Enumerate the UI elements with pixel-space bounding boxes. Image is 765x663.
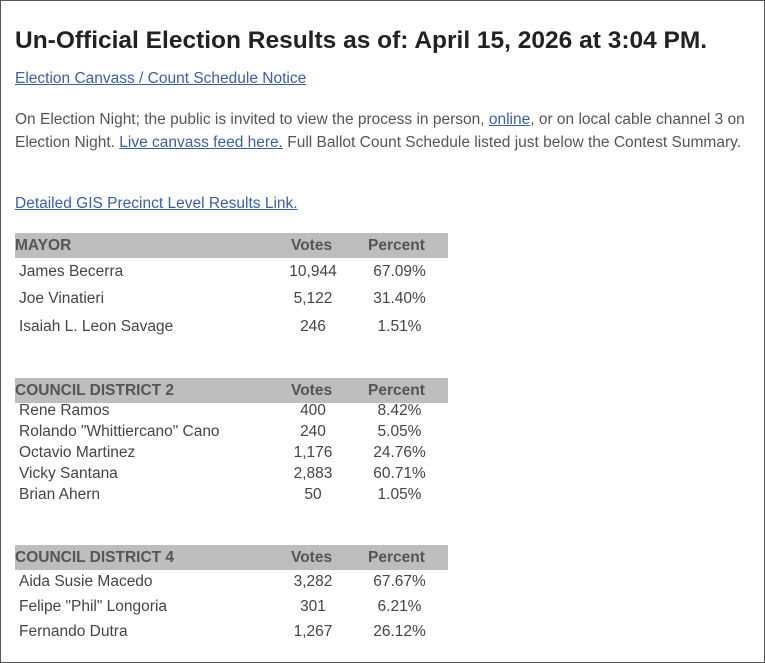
- candidate-votes: 1,267: [293, 623, 333, 640]
- candidate-name: Rene Ramos: [19, 402, 110, 419]
- candidate-percent: 67.67%: [373, 573, 426, 590]
- para-text-1: On Election Night; the public is invited…: [15, 111, 489, 128]
- candidate-row: Fernando Dutra 1,267 26.12%: [15, 623, 448, 648]
- candidate-percent: 5.05%: [377, 423, 422, 440]
- race-mayor: MAYOR Votes Percent James Becerra 10,944…: [15, 233, 448, 345]
- percent-header: Percent: [368, 382, 425, 399]
- votes-header: Votes: [291, 549, 333, 566]
- candidate-row: Felipe "Phil" Longoria 301 6.21%: [15, 598, 448, 623]
- candidate-votes: 3,282: [293, 573, 333, 590]
- candidate-name: Joe Vinatieri: [19, 290, 105, 307]
- online-link[interactable]: online: [488, 111, 531, 128]
- candidate-votes: 2,883: [293, 465, 333, 482]
- para-text-3: Full Ballot Count Schedule listed just b…: [282, 134, 742, 151]
- candidate-votes: 301: [300, 598, 326, 615]
- info-paragraph: On Election Night; the public is invited…: [15, 108, 750, 154]
- candidate-row: Rolando "Whittiercano" Cano 240 5.05%: [15, 423, 448, 444]
- candidate-name: James Becerra: [19, 263, 124, 280]
- race-header: MAYOR Votes Percent: [15, 233, 448, 258]
- candidate-votes: 50: [304, 486, 322, 503]
- candidate-name: Felipe "Phil" Longoria: [19, 598, 168, 615]
- candidate-votes: 5,122: [293, 290, 333, 307]
- page-title: Un-Official Election Results as of: Apri…: [15, 27, 708, 54]
- canvass-schedule-link[interactable]: Election Canvass / Count Schedule Notice: [15, 70, 307, 87]
- candidate-votes: 400: [300, 402, 326, 419]
- votes-header: Votes: [291, 382, 333, 399]
- candidate-row: Octavio Martinez 1,176 24.76%: [15, 444, 448, 465]
- candidate-percent: 24.76%: [373, 444, 426, 461]
- candidate-percent: 1.51%: [377, 318, 422, 335]
- race-header: COUNCIL DISTRICT 2 Votes Percent: [15, 378, 448, 403]
- candidate-row: Brian Ahern 50 1.05%: [15, 486, 448, 507]
- candidate-name: Vicky Santana: [19, 465, 118, 482]
- candidate-percent: 31.40%: [373, 290, 426, 307]
- candidate-percent: 60.71%: [373, 465, 426, 482]
- candidate-votes: 10,944: [289, 263, 337, 280]
- candidate-name: Octavio Martinez: [19, 444, 136, 461]
- race-council-district-4: COUNCIL DISTRICT 4 Votes Percent Aida Su…: [15, 545, 448, 648]
- percent-header: Percent: [368, 549, 425, 566]
- votes-header: Votes: [291, 237, 333, 254]
- candidate-name: Aida Susie Macedo: [19, 573, 153, 590]
- candidate-row: James Becerra 10,944 67.09%: [15, 263, 448, 290]
- candidate-percent: 26.12%: [373, 623, 426, 640]
- candidate-name: Fernando Dutra: [19, 623, 128, 640]
- candidate-name: Isaiah L. Leon Savage: [19, 318, 174, 335]
- candidate-votes: 246: [300, 318, 326, 335]
- candidate-name: Rolando "Whittiercano" Cano: [19, 423, 220, 440]
- candidate-percent: 67.09%: [373, 263, 426, 280]
- race-office-title: MAYOR: [15, 237, 72, 254]
- gis-line: Detailed GIS Precinct Level Results Link…: [15, 195, 298, 213]
- race-office-title: COUNCIL DISTRICT 4: [15, 549, 175, 566]
- race-office-title: COUNCIL DISTRICT 2: [15, 382, 175, 399]
- notice-line: Election Canvass / Count Schedule Notice: [15, 70, 306, 88]
- gis-results-link[interactable]: Detailed GIS Precinct Level Results Link…: [15, 195, 298, 212]
- race-header: COUNCIL DISTRICT 4 Votes Percent: [15, 545, 448, 570]
- candidate-name: Brian Ahern: [19, 486, 100, 503]
- percent-header: Percent: [368, 237, 425, 254]
- candidate-row: Vicky Santana 2,883 60.71%: [15, 465, 448, 486]
- race-council-district-2: COUNCIL DISTRICT 2 Votes Percent Rene Ra…: [15, 378, 448, 507]
- candidate-row: Rene Ramos 400 8.42%: [15, 402, 448, 423]
- live-canvass-link[interactable]: Live canvass feed here.: [119, 134, 283, 151]
- candidate-percent: 1.05%: [377, 486, 422, 503]
- candidate-row: Isaiah L. Leon Savage 246 1.51%: [15, 318, 448, 345]
- para-text-2: , or on local cable channel 3 on Electio…: [15, 111, 745, 151]
- candidate-votes: 1,176: [293, 444, 333, 461]
- candidate-percent: 8.42%: [377, 402, 422, 419]
- candidate-row: Aida Susie Macedo 3,282 67.67%: [15, 573, 448, 598]
- candidate-percent: 6.21%: [377, 598, 422, 615]
- candidate-row: Joe Vinatieri 5,122 31.40%: [15, 290, 448, 318]
- candidate-votes: 240: [300, 423, 326, 440]
